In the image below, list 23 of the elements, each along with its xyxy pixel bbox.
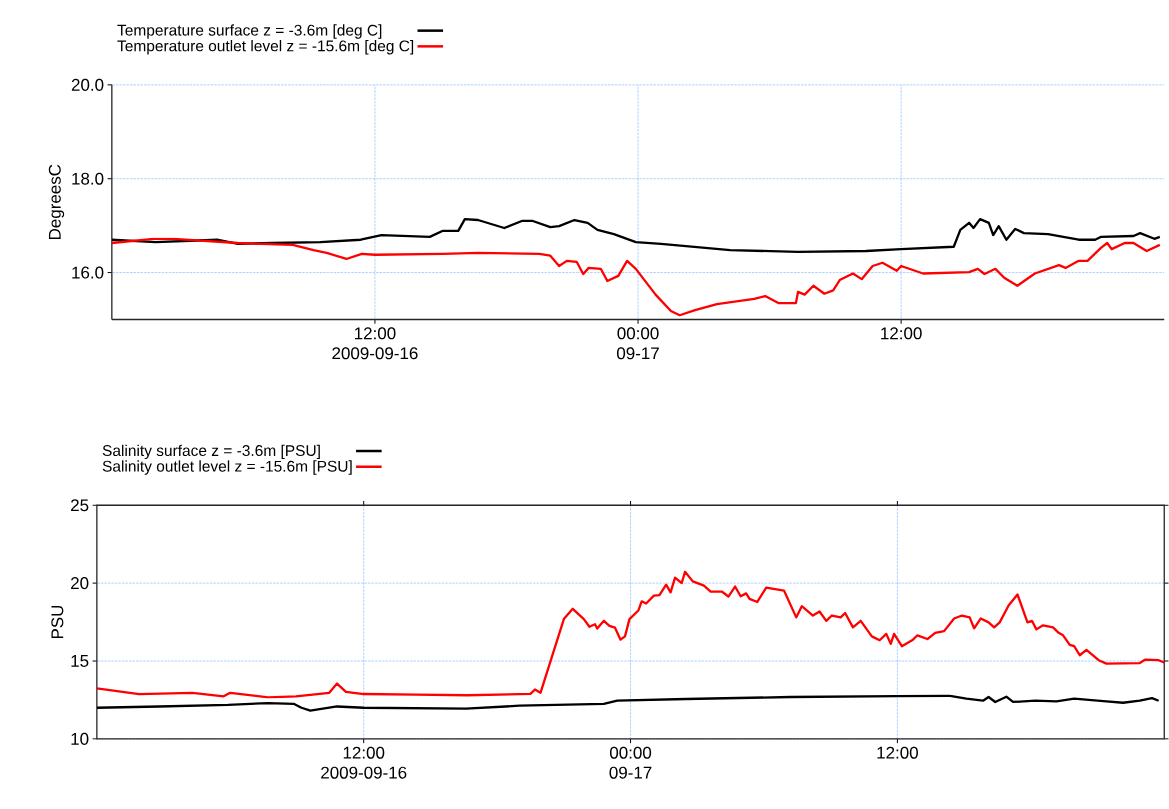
- line-series: [111, 218, 1161, 254]
- x-tick-label: 12:00 2009-09-16: [332, 327, 418, 360]
- x-tick-label: 12:00 2009-09-16: [321, 746, 407, 779]
- y-tick-label: 16.0: [72, 266, 104, 279]
- y-tick-label: 20: [71, 577, 89, 590]
- legend-label: Temperature surface z = -3.6m [deg C]: [117, 24, 382, 39]
- legend-label: Temperature outlet level z = -15.6m [deg C]: [117, 40, 414, 55]
- line-series: [111, 237, 1161, 317]
- y-tick-label: 25: [71, 499, 89, 512]
- x-tick-label: 12:00: [881, 327, 922, 340]
- y-tick-label: 18.0: [72, 172, 104, 185]
- x-tick-label: 00:00 09-17: [616, 327, 659, 360]
- line-series: [96, 570, 1165, 699]
- y-axis-title: DegreesC: [48, 164, 65, 240]
- line-series: [96, 694, 1160, 712]
- legend-label: Salinity surface z = -3.6m [PSU]: [102, 444, 320, 460]
- y-tick-label: 20.0: [71, 78, 104, 91]
- y-tick-label: 10: [71, 732, 89, 746]
- legend-label: Salinity outlet level z = -15.6m [PSU]: [102, 460, 352, 475]
- x-tick-label: 00:00 09-17: [609, 746, 652, 779]
- y-tick-label: 15: [71, 655, 89, 668]
- x-tick-label: 12:00: [877, 746, 918, 759]
- y-axis-title: PSU: [51, 606, 64, 639]
